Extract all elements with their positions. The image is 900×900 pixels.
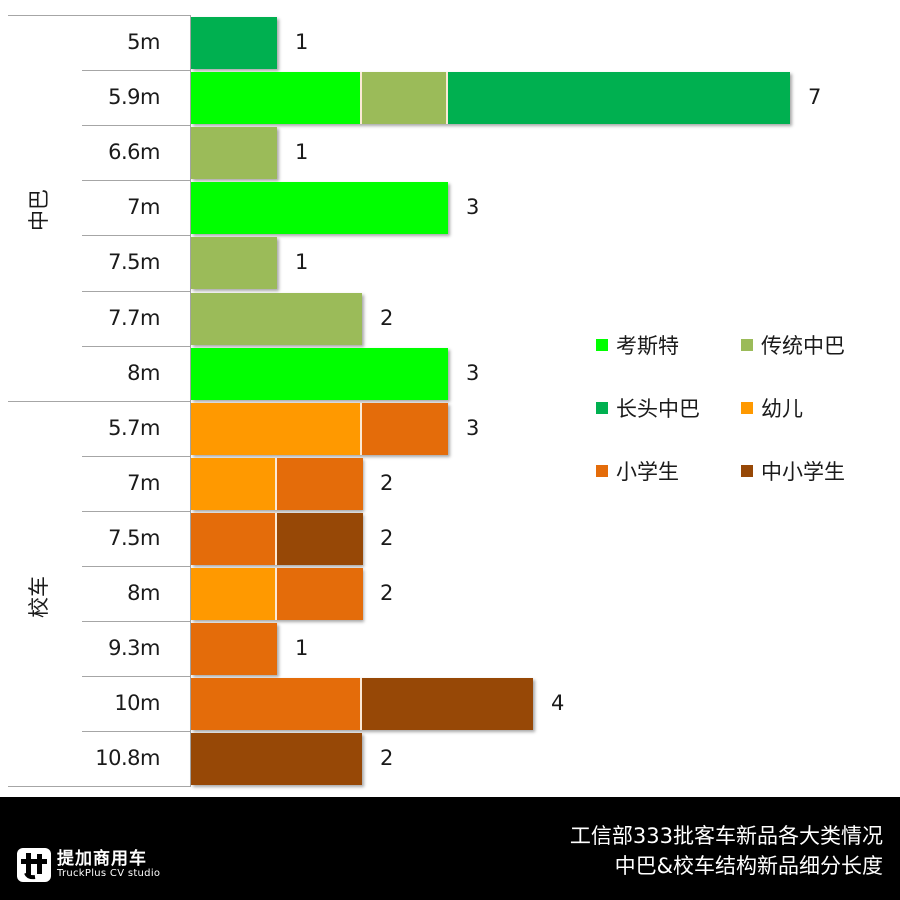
bar-segment (191, 293, 362, 345)
bar-segment (362, 403, 448, 455)
group-label-minibus: 中巴 (27, 189, 51, 231)
legend-item-coaster: 考斯特 (596, 330, 679, 360)
category-axis-line (190, 15, 191, 787)
row-separator (82, 456, 190, 457)
bar-segment (191, 678, 362, 730)
chart-title-line1: 工信部333批客车新品各大类情况 (569, 824, 883, 848)
row-separator (82, 291, 190, 292)
legend-label: 幼儿 (761, 397, 803, 421)
category-label: 7.7m (108, 306, 160, 330)
brand-logo-block: 提加商用车 TruckPlus CV studio (17, 848, 160, 882)
bar-segment (191, 733, 362, 785)
category-label: 5.7m (108, 416, 160, 440)
truckplus-logo-icon (17, 848, 51, 882)
bar-total-label: 7 (808, 85, 822, 109)
legend-item-kindergarten: 幼儿 (741, 393, 803, 423)
bar-total-label: 4 (551, 691, 565, 715)
chart-title-line2: 中巴&校车结构新品细分长度 (614, 854, 883, 878)
row-separator (82, 180, 190, 181)
bar-total-label: 3 (466, 416, 480, 440)
bar-total-label: 1 (295, 30, 309, 54)
bar-segment (362, 72, 448, 124)
row-separator (82, 70, 190, 71)
bar-total-label: 3 (466, 195, 480, 219)
legend-swatch-icon (741, 465, 753, 477)
bar-total-label: 2 (380, 581, 394, 605)
footer-banner (0, 797, 900, 900)
brand-name-en: TruckPlus CV studio (57, 868, 161, 879)
row-separator (8, 15, 190, 16)
row-separator (82, 566, 190, 567)
legend-swatch-icon (596, 339, 608, 351)
bar-total-label: 1 (295, 250, 309, 274)
category-label: 5.9m (108, 85, 160, 109)
category-label: 6.6m (108, 140, 160, 164)
category-label: 5m (127, 30, 160, 54)
legend-item-traditional-minibus: 传统中巴 (741, 330, 845, 360)
group-label-school-bus: 校车 (27, 576, 51, 618)
category-label: 7.5m (108, 250, 160, 274)
bar-total-label: 2 (380, 306, 394, 330)
bar-segment (191, 182, 448, 234)
legend-label: 中小学生 (761, 460, 845, 484)
row-separator (8, 401, 190, 402)
bar-segment (191, 568, 277, 620)
bar-segment (448, 72, 790, 124)
category-label: 7.5m (108, 526, 160, 550)
row-separator (82, 125, 190, 126)
bar-segment (362, 678, 533, 730)
bar-segment (191, 17, 277, 69)
row-separator (82, 346, 190, 347)
category-label: 9.3m (108, 636, 160, 660)
legend-item-primary-secondary-school: 中小学生 (741, 456, 845, 486)
bar-segment (191, 403, 362, 455)
category-label: 8m (127, 581, 160, 605)
bar-total-label: 1 (295, 140, 309, 164)
bar-segment (191, 237, 277, 289)
category-label: 7m (127, 195, 160, 219)
category-label: 10.8m (95, 746, 160, 770)
bar-segment (191, 513, 277, 565)
bar-segment (277, 513, 363, 565)
bar-segment (191, 72, 362, 124)
bar-segment (191, 458, 277, 510)
legend-label: 长头中巴 (616, 397, 700, 421)
stacked-bar-chart: 中巴 校车 5m 1 5.9m 7 6.6m 1 7m 3 7.5m 1 7.7m 2 8m 3 5.7m 3… (8, 15, 845, 787)
bar-total-label: 2 (380, 746, 394, 770)
bar-segment (191, 623, 277, 675)
legend-item-primary-school: 小学生 (596, 456, 679, 486)
legend-label: 小学生 (616, 460, 679, 484)
bar-total-label: 3 (466, 361, 480, 385)
category-label: 10m (114, 691, 160, 715)
category-label: 8m (127, 361, 160, 385)
bar-total-label: 2 (380, 471, 394, 495)
row-separator (8, 786, 190, 787)
bar-total-label: 1 (295, 636, 309, 660)
bar-segment (277, 458, 363, 510)
bar-segment (191, 348, 448, 400)
brand-name-cn: 提加商用车 (57, 849, 147, 869)
category-label: 7m (127, 471, 160, 495)
legend-swatch-icon (596, 402, 608, 414)
row-separator (82, 676, 190, 677)
row-separator (82, 511, 190, 512)
legend-label: 传统中巴 (761, 334, 845, 358)
legend-swatch-icon (596, 465, 608, 477)
row-separator (82, 235, 190, 236)
legend-swatch-icon (741, 402, 753, 414)
bar-segment (277, 568, 363, 620)
row-separator (82, 621, 190, 622)
legend-item-long-nose-minibus: 长头中巴 (596, 393, 700, 423)
legend-swatch-icon (741, 339, 753, 351)
bar-total-label: 2 (380, 526, 394, 550)
row-separator (82, 731, 190, 732)
bar-segment (191, 127, 277, 179)
legend-label: 考斯特 (616, 334, 679, 358)
